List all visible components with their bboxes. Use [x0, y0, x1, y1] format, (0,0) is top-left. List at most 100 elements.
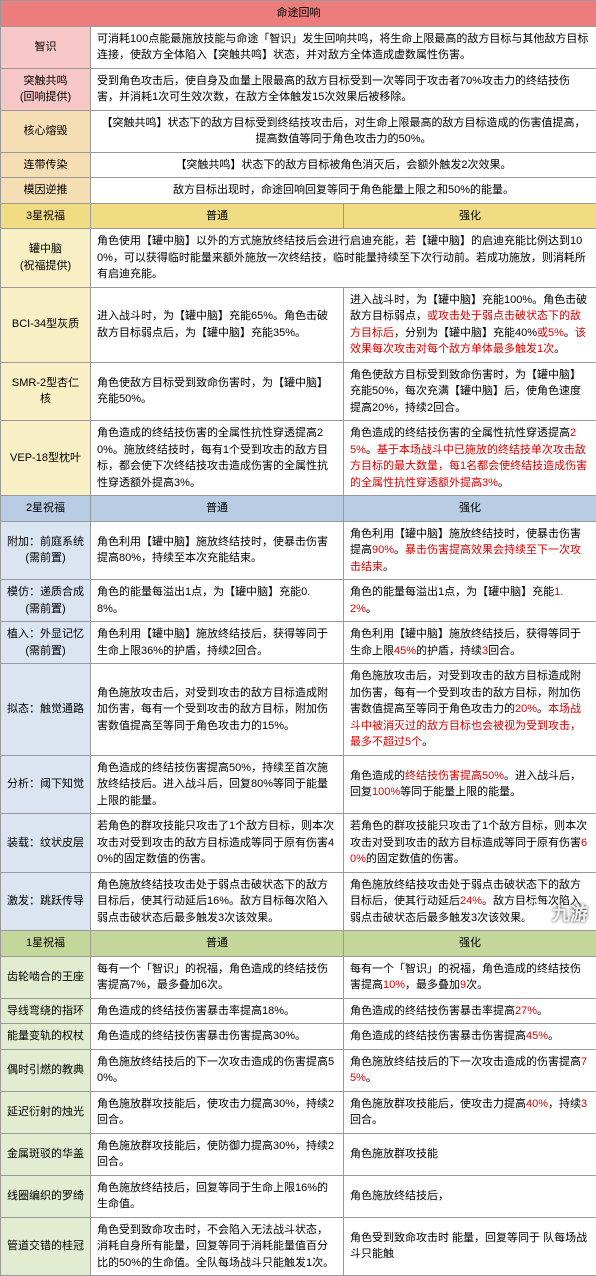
blessing-normal: 角色造成的终结技伤害提高50%，持续至首次施放终结技后。进入战斗后，回复80%等…	[91, 755, 344, 814]
core-row: 模因逆推敌方目标出现时，命途回响回复等同于角色能量上限之和50%的能量。	[1, 178, 596, 204]
blessing-name: VEP-18型枕叶	[1, 421, 91, 496]
blessing-name: 罐中脑(祝福提供)	[1, 229, 91, 288]
blessing-enhanced: 角色利用【罐中脑】施放终结技后，获得等同于生命上限45%的护盾，持续3回合。	[344, 622, 596, 664]
blessing-name: 附加：前庭系统(需前置)	[1, 521, 91, 580]
blessing-enhanced: 每有一个「智识」的祝福，角色造成的终结技伤害提高10%，最多叠加9次。	[344, 956, 596, 998]
blessing-normal: 角色的能量每溢出1点，为【罐中脑】充能0.8%。	[91, 580, 344, 622]
blessing-name: 激发：跳跃传导	[1, 872, 91, 931]
blessing-row: 激发：跳跃传导角色施放终结技攻击处于弱点击破状态下的敌方目标后，使其行动延后16…	[1, 872, 596, 931]
tier-col-enhanced: 强化	[344, 203, 596, 229]
tier-col-normal: 普通	[91, 496, 344, 522]
blessing-row: 附加：前庭系统(需前置)角色利用【罐中脑】施放终结技时，使暴击伤害提高80%，持…	[1, 521, 596, 580]
blessing-row: 模仿：递质合成(需前置)角色的能量每溢出1点，为【罐中脑】充能0.8%。角色的能…	[1, 580, 596, 622]
core-row: 突触共鸣(回响提供)受到角色攻击后，使自身及血量上限最高的敌方目标受到一次等同于…	[1, 68, 596, 110]
blessing-row: 延迟衍射的烛光角色施放群攻技能后，使攻击力提高30%，持续2回合。角色施放群攻技…	[1, 1091, 596, 1133]
blessing-name: SMR-2型杏仁核	[1, 362, 91, 421]
watermark-logo-icon	[522, 900, 548, 926]
skill-table: 命途回响智识可消耗100点能最施放技能与命途「智识」发生回响共鸣，将生命上限最高…	[0, 0, 596, 1276]
blessing-normal: 角色受到致命攻击时，不会陷入无法战斗状态，消耗自身所有能量，回复等同于消耗能量值…	[91, 1217, 344, 1276]
title-row: 命途回响	[1, 1, 596, 27]
core-desc: 受到角色攻击后，使自身及血量上限最高的敌方目标受到一次等同于攻击者70%攻击力的…	[91, 68, 596, 110]
blessing-enhanced: 角色造成的终结技伤害暴击伤害提高45%。	[344, 1024, 596, 1050]
watermark: 九游	[522, 900, 588, 926]
blessing-name: 植入：外显记忆(需前置)	[1, 622, 91, 664]
blessing-row: 装载：纹状皮层若角色的群攻技能只攻击了1个敌方目标，则本次攻击对受到攻击的敌方目…	[1, 814, 596, 873]
blessing-normal: 角色施放群攻技能后，使防御力提高30%，持续2回合。	[91, 1133, 344, 1175]
blessing-row: 拟态：触觉通路角色施放攻击后，对受到攻击的敌方目标造成附加伤害，每有一个受到攻击…	[1, 664, 596, 756]
blessing-normal: 每有一个「智识」的祝福，角色造成的终结技伤害提高7%，最多叠加6次。	[91, 956, 344, 998]
blessing-enhanced: 角色造成的终结技伤害暴击率提高27%。	[344, 998, 596, 1024]
blessing-name: 齿轮啮合的王座	[1, 956, 91, 998]
core-label: 智识	[1, 26, 91, 68]
blessing-enhanced: 若角色的群攻技能只攻击了1个敌方目标，则本次攻击对受到攻击的敌方目标造成等同于原…	[344, 814, 596, 873]
core-label: 模因逆推	[1, 178, 91, 204]
blessing-enhanced: 角色使敌方目标受到致命伤害时，为【罐中脑】充能50%，每次充满【罐中脑】后，使角…	[344, 362, 596, 421]
core-row: 智识可消耗100点能最施放技能与命途「智识」发生回响共鸣，将生命上限最高的敌方目…	[1, 26, 596, 68]
core-label: 核心熔毁	[1, 110, 91, 152]
tier-header-row: 1星祝福普通强化	[1, 931, 596, 957]
blessing-normal: 角色施放终结技攻击处于弱点击破状态下的敌方目标后，使其行动延后16%。敌方目标每…	[91, 872, 344, 931]
blessing-row: 罐中脑(祝福提供)角色使用【罐中脑】以外的方式施放终结技后会进行启迪充能，若【罐…	[1, 229, 596, 288]
blessing-normal: 角色造成的终结技伤害暴击率提高18%。	[91, 998, 344, 1024]
blessing-name: 导线弯绕的指环	[1, 998, 91, 1024]
blessing-row: BCI-34型灰质进入战斗时，为【罐中脑】充能65%。角色击破敌方目标弱点后，为…	[1, 287, 596, 362]
blessing-normal: 角色施放终结技后的下一次攻击造成的伤害提高50%。	[91, 1049, 344, 1091]
blessing-row: 导线弯绕的指环角色造成的终结技伤害暴击率提高18%。角色造成的终结技伤害暴击率提…	[1, 998, 596, 1024]
blessing-row: 管道交错的桂冠角色受到致命攻击时，不会陷入无法战斗状态，消耗自身所有能量，回复等…	[1, 1217, 596, 1276]
core-row: 连带传染【突触共鸣】状态下的敌方目标被角色消灭后，会额外触发2次效果。	[1, 152, 596, 178]
tier-col-normal: 普通	[91, 203, 344, 229]
blessing-row: 金属斑驳的华盖角色施放群攻技能后，使防御力提高30%，持续2回合。角色施放群攻技…	[1, 1133, 596, 1175]
blessing-name: 模仿：递质合成(需前置)	[1, 580, 91, 622]
blessing-desc: 角色使用【罐中脑】以外的方式施放终结技后会进行启迪充能，若【罐中脑】的启迪充能比…	[91, 229, 596, 288]
blessing-name: 装载：纹状皮层	[1, 814, 91, 873]
blessing-normal: 角色施放攻击后，对受到攻击的敌方目标造成附加伤害，每有一个受到攻击的敌方目标，附…	[91, 664, 344, 756]
blessing-normal: 角色利用【罐中脑】施放终结技后，获得等同于生命上限36%的护盾，持续2回合。	[91, 622, 344, 664]
blessing-row: 线圈编织的罗绮角色施放终结技后，回复等同于生命上限16%的生命值。角色施放终结技…	[1, 1175, 596, 1217]
tier-header-row: 2星祝福普通强化	[1, 496, 596, 522]
blessing-enhanced: 角色利用【罐中脑】施放终结技时，使暴击伤害提高90%。暴击伤害提高效果会持续至下…	[344, 521, 596, 580]
tier-col-normal: 普通	[91, 931, 344, 957]
blessing-enhanced: 角色的能量每溢出1点，为【罐中脑】充能1.2%。	[344, 580, 596, 622]
core-label: 突触共鸣(回响提供)	[1, 68, 91, 110]
blessing-normal: 角色造成的终结技伤害的全属性抗性穿透提高20%。施放终结技时，每有1个受到攻击的…	[91, 421, 344, 496]
tier-level: 1星祝福	[1, 931, 91, 957]
core-desc: 【突触共鸣】状态下的敌方目标被角色消灭后，会额外触发2次效果。	[91, 152, 596, 178]
blessing-name: 偶时引燃的教典	[1, 1049, 91, 1091]
blessing-enhanced: 进入战斗时，为【罐中脑】充能100%。角色击破敌方目标弱点，或攻击处于弱点击破状…	[344, 287, 596, 362]
blessing-normal: 角色施放群攻技能后，使攻击力提高30%，持续2回合。	[91, 1091, 344, 1133]
core-desc: 可消耗100点能最施放技能与命途「智识」发生回响共鸣，将生命上限最高的敌方目标与…	[91, 26, 596, 68]
blessing-row: 分析：阈下知觉角色造成的终结技伤害提高50%，持续至首次施放终结技后。进入战斗后…	[1, 755, 596, 814]
blessing-enhanced: 角色施放终结技后，	[344, 1175, 596, 1217]
blessing-enhanced: 角色施放终结技后的下一次攻击造成的伤害提高75%。	[344, 1049, 596, 1091]
core-desc: 【突触共鸣】状态下的敌方目标受到终结技攻击后，对生命上限最高的敌方目标造成的伤害…	[91, 110, 596, 152]
blessing-enhanced: 角色受到致命攻击时 能量，回复等同于 队每场战斗只能触	[344, 1217, 596, 1276]
watermark-text: 九游	[552, 900, 588, 926]
tier-header-row: 3星祝福普通强化	[1, 203, 596, 229]
blessing-name: 线圈编织的罗绮	[1, 1175, 91, 1217]
tier-col-enhanced: 强化	[344, 931, 596, 957]
blessing-normal: 角色使敌方目标受到致命伤害时，为【罐中脑】充能50%。	[91, 362, 344, 421]
core-row: 核心熔毁【突触共鸣】状态下的敌方目标受到终结技攻击后，对生命上限最高的敌方目标造…	[1, 110, 596, 152]
blessing-enhanced: 角色施放攻击后，对受到攻击的敌方目标造成附加伤害，每有一个受到攻击的敌方目标，附…	[344, 664, 596, 756]
blessing-name: BCI-34型灰质	[1, 287, 91, 362]
blessing-enhanced: 角色造成的终结技伤害的全属性抗性穿透提高25%。基于本场战斗中已施放的终结技单次…	[344, 421, 596, 496]
blessing-enhanced: 角色施放群攻技能	[344, 1133, 596, 1175]
blessing-normal: 若角色的群攻技能只攻击了1个敌方目标，则本次攻击对受到攻击的敌方目标造成等同于原…	[91, 814, 344, 873]
core-desc: 敌方目标出现时，命途回响回复等同于角色能量上限之和50%的能量。	[91, 178, 596, 204]
blessing-row: SMR-2型杏仁核角色使敌方目标受到致命伤害时，为【罐中脑】充能50%。角色使敌…	[1, 362, 596, 421]
blessing-normal: 进入战斗时，为【罐中脑】充能65%。角色击破敌方目标弱点后，为【罐中脑】充能35…	[91, 287, 344, 362]
tier-level: 3星祝福	[1, 203, 91, 229]
blessing-name: 能量变轨的权杖	[1, 1024, 91, 1050]
blessing-enhanced: 角色施放群攻技能后，使攻击力提高40%，持续3回合。	[344, 1091, 596, 1133]
blessing-name: 拟态：触觉通路	[1, 664, 91, 756]
tier-col-enhanced: 强化	[344, 496, 596, 522]
blessing-name: 金属斑驳的华盖	[1, 1133, 91, 1175]
blessing-name: 管道交错的桂冠	[1, 1217, 91, 1276]
blessing-name: 延迟衍射的烛光	[1, 1091, 91, 1133]
blessing-row: 齿轮啮合的王座每有一个「智识」的祝福，角色造成的终结技伤害提高7%，最多叠加6次…	[1, 956, 596, 998]
main-title: 命途回响	[1, 1, 596, 27]
blessing-row: 能量变轨的权杖角色造成的终结技伤害暴击伤害提高30%。角色造成的终结技伤害暴击伤…	[1, 1024, 596, 1050]
blessing-row: 偶时引燃的教典角色施放终结技后的下一次攻击造成的伤害提高50%。角色施放终结技后…	[1, 1049, 596, 1091]
blessing-row: VEP-18型枕叶角色造成的终结技伤害的全属性抗性穿透提高20%。施放终结技时，…	[1, 421, 596, 496]
blessing-normal: 角色利用【罐中脑】施放终结技时，使暴击伤害提高80%，持续至本次充能结束。	[91, 521, 344, 580]
